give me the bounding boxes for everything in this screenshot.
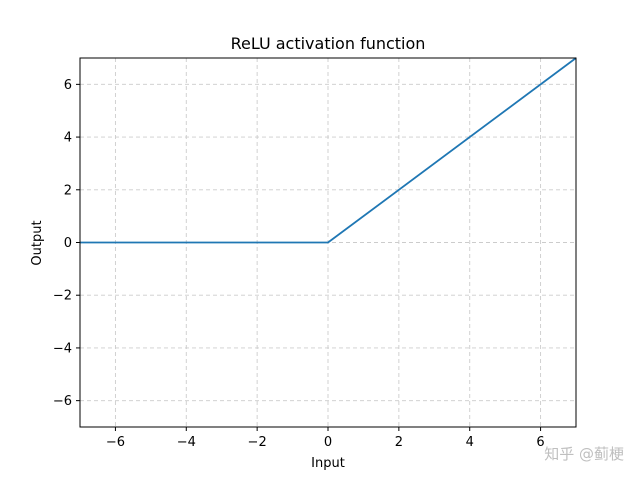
x-axis-label: Input	[311, 456, 345, 471]
y-axis-ticks: −6 −4 −2 0 2 4 6	[53, 78, 80, 409]
x-tick-label: −6	[106, 435, 125, 450]
watermark: 知乎 @蓟梗	[544, 445, 624, 463]
y-tick-label: 4	[64, 131, 72, 146]
x-tick-label: −4	[177, 435, 196, 450]
y-tick-label: 2	[64, 183, 72, 198]
series-layer	[80, 57, 577, 244]
x-tick-label: 2	[395, 435, 403, 450]
y-tick-label: −4	[53, 341, 72, 356]
y-tick-label: 6	[64, 78, 72, 93]
y-tick-label: −6	[53, 394, 72, 409]
y-axis-label: Output	[30, 220, 45, 265]
y-tick-label: 0	[64, 236, 72, 251]
x-tick-label: −2	[248, 435, 267, 450]
x-tick-label: 0	[324, 435, 332, 450]
x-tick-label: 6	[536, 435, 544, 450]
chart-title: ReLU activation function	[231, 34, 426, 53]
x-axis-ticks: −6 −4 −2 0 2 4 6	[106, 427, 545, 450]
y-tick-label: −2	[53, 289, 72, 304]
relu-series-line	[80, 57, 577, 244]
x-tick-label: 4	[466, 435, 474, 450]
